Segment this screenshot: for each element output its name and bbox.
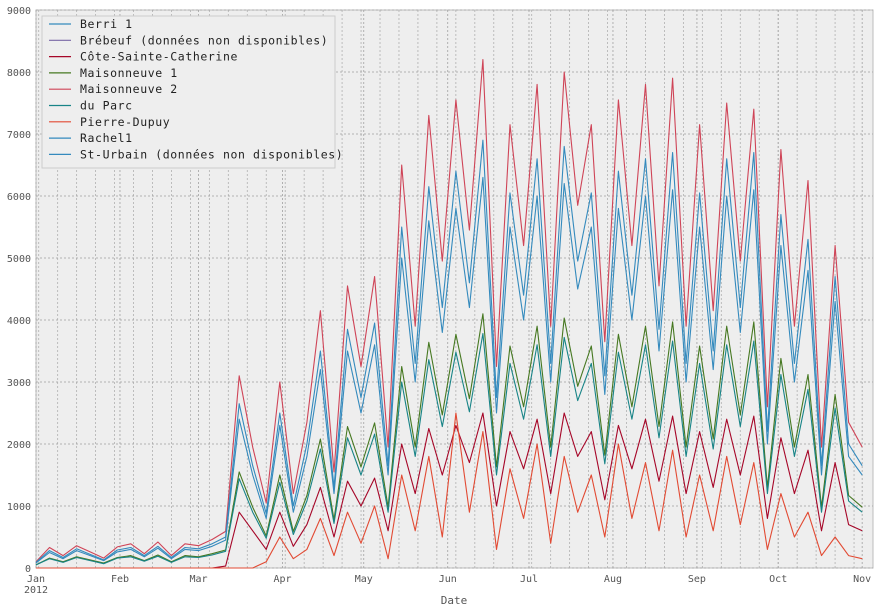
y-tick-label: 8000 <box>7 68 31 79</box>
series-lines <box>35 59 863 569</box>
x-tick-label: Nov <box>853 574 871 585</box>
series-line-0 <box>35 176 863 564</box>
x-tick-label: Feb <box>111 574 129 585</box>
legend-label: du Parc <box>80 99 133 113</box>
y-tick-label: 3000 <box>7 378 31 389</box>
series-line-3 <box>35 313 863 566</box>
x-tick-label: Mar <box>189 574 207 585</box>
x-tick-label: Sep <box>688 574 706 585</box>
x-axis-label: Date <box>441 594 468 607</box>
y-tick-label: 7000 <box>7 130 31 141</box>
legend-label: St-Urbain (données non disponibles) <box>80 147 343 161</box>
series-line-4 <box>35 59 863 563</box>
legend-label: Rachel1 <box>80 131 133 145</box>
legend-label: Pierre-Dupuy <box>80 115 170 129</box>
x-tick-label: Jan <box>27 574 45 585</box>
x-tick-label: May <box>355 574 373 585</box>
x-tick-label: Apr <box>273 574 291 585</box>
legend-label: Berri 1 <box>80 17 133 31</box>
series-line-5 <box>35 333 863 566</box>
x-tick-sublabel: 2012 <box>24 585 48 596</box>
series-line-6 <box>36 412 863 569</box>
x-tick-label: Aug <box>604 574 622 585</box>
legend-label: Côte-Sainte-Catherine <box>80 50 238 64</box>
y-tick-label: 9000 <box>7 6 31 17</box>
y-tick-label: 2000 <box>7 440 31 451</box>
y-axis: 0 1000 2000 3000 4000 5000 6000 7000 8000 9000 <box>7 6 31 575</box>
y-tick-label: 5000 <box>7 254 31 265</box>
y-tick-label: 4000 <box>7 316 31 327</box>
x-tick-label: Jul <box>520 574 538 585</box>
legend-label: Brébeuf (données non disponibles) <box>80 33 328 47</box>
legend: Berri 1 Brébeuf (données non disponibles)… <box>41 15 343 169</box>
legend-label: Maisonneuve 2 <box>80 82 178 96</box>
legend-box <box>41 15 336 169</box>
legend-label: Maisonneuve 1 <box>80 66 178 80</box>
y-tick-label: 6000 <box>7 192 31 203</box>
series-line-7 <box>35 139 863 563</box>
x-tick-label: Jun <box>439 574 457 585</box>
x-tick-label: Oct <box>769 574 787 585</box>
y-tick-label: 0 <box>25 564 31 575</box>
y-tick-label: 1000 <box>7 502 31 513</box>
